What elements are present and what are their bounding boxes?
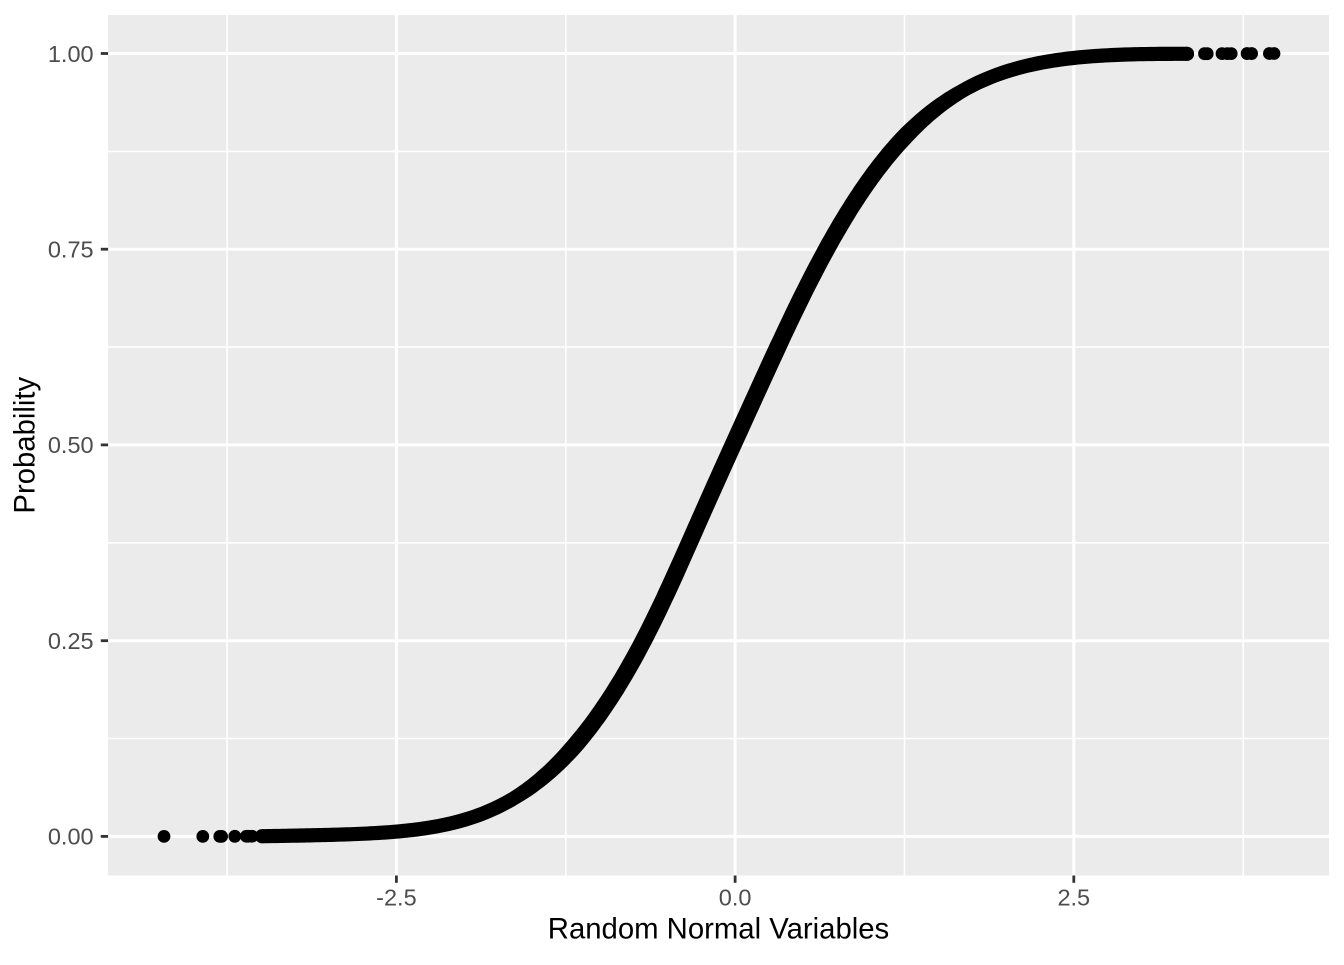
svg-text:0.50: 0.50 [48, 432, 94, 458]
svg-text:Probability: Probability [8, 376, 41, 513]
svg-text:Random Normal Variables: Random Normal Variables [548, 912, 889, 945]
svg-text:2.5: 2.5 [1057, 885, 1090, 911]
svg-text:0.25: 0.25 [48, 628, 94, 654]
svg-text:-2.5: -2.5 [376, 885, 417, 911]
svg-text:0.75: 0.75 [48, 237, 94, 263]
svg-text:1.00: 1.00 [48, 41, 94, 67]
svg-text:0.00: 0.00 [48, 824, 94, 850]
svg-text:0.0: 0.0 [719, 885, 752, 911]
